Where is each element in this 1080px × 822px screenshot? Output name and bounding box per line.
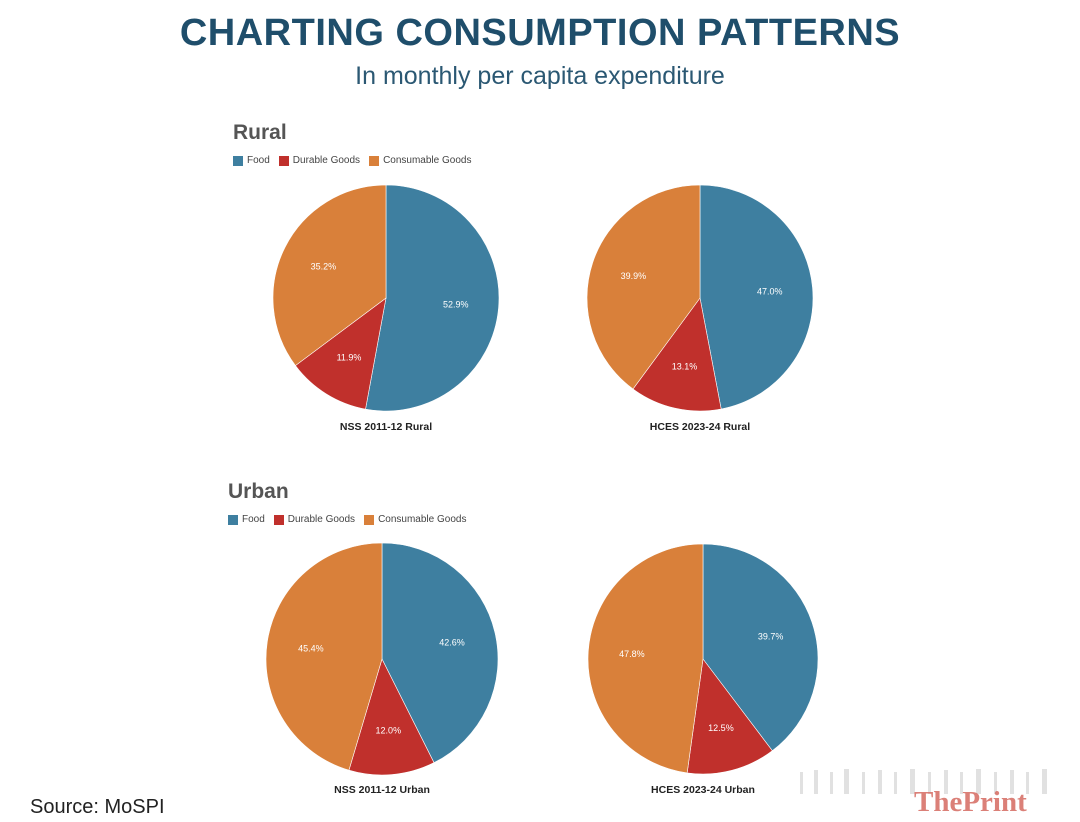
- brand-watermark-bars: [800, 769, 1047, 794]
- legend-label: Durable Goods: [287, 514, 356, 525]
- durable-goods-slice: [348, 658, 435, 776]
- slice-data-label: 12.0%: [376, 726, 402, 736]
- legend-label: Consumable Goods: [383, 155, 472, 166]
- food-slice: [699, 184, 814, 410]
- rural-legend-durable: Durable Goods: [278, 155, 361, 166]
- consumable-goods-slice: [586, 184, 701, 390]
- slice-data-label: 39.9%: [621, 271, 647, 281]
- slice-data-label: 45.4%: [298, 644, 324, 654]
- food-slice: [702, 543, 819, 752]
- slice-data-label: 42.6%: [439, 637, 465, 647]
- durable-goods-slice: [632, 297, 722, 412]
- pie-chart-caption: HCES 2023-24 Urban: [651, 784, 755, 796]
- slice-data-label: 52.9%: [443, 299, 469, 309]
- durable-swatch: [278, 155, 289, 166]
- brand-logo: ThePrint: [914, 786, 1027, 818]
- slice-data-label: 47.0%: [757, 286, 783, 296]
- page-subtitle: In monthly per capita expenditure: [355, 62, 725, 90]
- slice-data-label: 12.5%: [708, 723, 734, 733]
- slice-data-label: 47.8%: [619, 649, 645, 659]
- urban-legend-food: Food: [228, 514, 265, 525]
- consumable-goods-slice: [587, 543, 704, 774]
- legend-label: Food: [242, 514, 265, 525]
- urban-legend-durable: Durable Goods: [273, 514, 356, 525]
- legend-label: Consumable Goods: [378, 514, 467, 525]
- rural-legend-consumable: Consumable Goods: [369, 155, 471, 166]
- slice-data-label: 35.2%: [311, 262, 337, 272]
- slice-data-label: 11.9%: [337, 353, 362, 363]
- urban-legend: Food Durable Goods Consumable Goods: [228, 514, 466, 525]
- consumable-goods-slice: [272, 184, 387, 366]
- food-slice: [381, 542, 499, 764]
- rural-legend-food: Food: [233, 155, 270, 166]
- pie-chart-caption: HCES 2023-24 Rural: [650, 421, 750, 433]
- urban-legend-consumable: Consumable Goods: [364, 514, 466, 525]
- food-swatch: [228, 514, 238, 525]
- slice-data-label: 39.7%: [758, 631, 784, 641]
- rural-section-title: Rural: [233, 121, 287, 144]
- pie-chart-caption: NSS 2011-12 Rural: [340, 421, 432, 433]
- source-note: Source: MoSPI: [30, 796, 165, 818]
- slice-data-label: 13.1%: [672, 361, 698, 371]
- consumable-goods-slice: [265, 542, 383, 771]
- legend-label: Food: [247, 155, 270, 166]
- durable-swatch: [273, 514, 284, 525]
- rural-legend: Food Durable Goods Consumable Goods: [233, 155, 471, 166]
- consumable-swatch: [369, 155, 380, 166]
- durable-goods-slice: [686, 658, 773, 775]
- durable-goods-slice: [295, 297, 387, 410]
- consumable-swatch: [364, 514, 375, 525]
- page-title: CHARTING CONSUMPTION PATTERNS: [179, 12, 901, 54]
- legend-label: Durable Goods: [292, 155, 361, 166]
- food-slice: [365, 184, 500, 412]
- pie-chart-caption: NSS 2011-12 Urban: [334, 784, 430, 796]
- food-swatch: [233, 155, 243, 166]
- urban-section-title: Urban: [228, 480, 289, 503]
